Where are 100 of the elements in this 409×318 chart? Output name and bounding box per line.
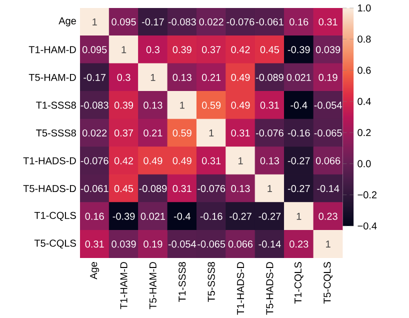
data-label: 0.31 bbox=[318, 18, 338, 26]
data-label: -0.076 bbox=[80, 157, 108, 164]
data-label: 0.19 bbox=[318, 74, 338, 81]
data-label: 0.021 bbox=[140, 212, 165, 220]
y-tick-label: T1-HADS-D bbox=[23, 157, 76, 164]
data-label: 0.21 bbox=[144, 129, 162, 136]
data-label: 0.23 bbox=[318, 212, 338, 220]
data-label: 0.095 bbox=[82, 46, 107, 54]
color-bar-label: 0.2 bbox=[358, 128, 371, 136]
data-label: -0.065 bbox=[198, 240, 226, 248]
x-tick-label: T1-CQLS bbox=[294, 262, 304, 304]
data-label: -0.27 bbox=[258, 212, 281, 220]
data-label: 0.31 bbox=[85, 240, 104, 248]
data-label: 0.31 bbox=[231, 129, 250, 136]
data-label: -0.4 bbox=[174, 212, 190, 220]
x-tick-label: T1-HADS-D bbox=[236, 262, 244, 315]
data-label: 0.3 bbox=[117, 74, 130, 81]
data-label: 0.37 bbox=[114, 129, 134, 136]
data-label: 0.59 bbox=[202, 102, 221, 109]
data-label: 0.066 bbox=[316, 157, 340, 164]
data-label: 0.3 bbox=[146, 46, 160, 54]
data-label: 1 bbox=[296, 212, 302, 220]
data-label: 0.45 bbox=[114, 184, 134, 192]
data-label: 0.022 bbox=[199, 18, 224, 26]
data-label: 0.23 bbox=[290, 240, 308, 248]
x-tick-label: T5-CQLS bbox=[324, 262, 333, 304]
data-label: 0.13 bbox=[144, 102, 162, 109]
data-label: 1 bbox=[92, 18, 97, 26]
data-label: -0.27 bbox=[230, 212, 252, 220]
data-label: 0.31 bbox=[202, 157, 221, 164]
data-label: 0.39 bbox=[114, 102, 134, 109]
data-label: 0.49 bbox=[144, 157, 162, 164]
data-label: 1 bbox=[326, 240, 330, 248]
color-bar-label: −0.2 bbox=[358, 191, 377, 198]
data-label: 0.13 bbox=[231, 184, 250, 192]
color-bar-label: 0.6 bbox=[358, 66, 371, 74]
data-label: -0.27 bbox=[288, 184, 310, 192]
data-label: -0.39 bbox=[288, 46, 310, 54]
data-label: 1 bbox=[122, 46, 126, 53]
data-label: -0.17 bbox=[142, 18, 164, 26]
data-label: 0.21 bbox=[202, 74, 221, 81]
data-label: 0.37 bbox=[202, 46, 221, 54]
data-label: 1 bbox=[238, 157, 243, 164]
y-tick-label: T1-HAM-D bbox=[28, 46, 76, 53]
data-label: -0.16 bbox=[200, 212, 222, 220]
data-label: 0.095 bbox=[112, 18, 136, 26]
data-label: -0.054 bbox=[314, 102, 342, 109]
data-label: -0.076 bbox=[198, 184, 226, 192]
x-tick-label: T5-SSS8 bbox=[208, 262, 215, 302]
data-label: -0.16 bbox=[288, 129, 310, 136]
data-label: -0.083 bbox=[80, 102, 108, 109]
x-tick-label: T1-SSS8 bbox=[178, 262, 186, 302]
data-label: -0.054 bbox=[168, 240, 196, 248]
data-label: 0.49 bbox=[172, 157, 192, 164]
data-label: -0.17 bbox=[84, 74, 106, 81]
data-label: -0.089 bbox=[256, 74, 284, 81]
data-label: 0.42 bbox=[114, 157, 134, 164]
color-bar-label: −0.4 bbox=[358, 222, 377, 230]
data-label: 0.39 bbox=[172, 46, 192, 54]
data-label: 0.45 bbox=[260, 46, 280, 54]
data-label: 0.31 bbox=[172, 184, 192, 192]
data-label: -0.076 bbox=[256, 129, 284, 136]
data-label: -0.27 bbox=[288, 157, 310, 164]
color-bar-label: 1.0 bbox=[358, 4, 371, 12]
color-bar-label: 0.0 bbox=[358, 160, 371, 168]
x-tick-label: T5-HAM-D bbox=[149, 262, 156, 310]
data-label: 1 bbox=[268, 184, 272, 192]
y-tick-label: T1-SSS8 bbox=[36, 102, 76, 109]
data-label: 1 bbox=[150, 74, 156, 81]
data-label: -0.39 bbox=[112, 212, 135, 220]
data-label: 0.31 bbox=[260, 102, 279, 109]
color-bar-label: 0.4 bbox=[358, 98, 371, 105]
x-tick-label: Age bbox=[90, 262, 100, 280]
data-label: 0.16 bbox=[290, 18, 308, 26]
data-label: 0.49 bbox=[231, 74, 250, 81]
data-label: 0.59 bbox=[172, 129, 192, 136]
data-label: 0.039 bbox=[112, 240, 136, 248]
color-bar-label: 0.8 bbox=[358, 35, 371, 43]
data-label: 0.13 bbox=[172, 74, 192, 81]
y-tick-label: T5-HADS-D bbox=[23, 184, 76, 192]
data-label: 0.022 bbox=[82, 129, 107, 136]
data-label: 0.42 bbox=[231, 46, 250, 54]
data-label: -0.061 bbox=[256, 18, 284, 26]
data-label: -0.083 bbox=[168, 18, 196, 26]
data-label: 1 bbox=[180, 102, 184, 109]
data-label: 0.13 bbox=[260, 157, 279, 164]
data-label: -0.14 bbox=[317, 184, 340, 192]
data-label: -0.14 bbox=[258, 240, 281, 248]
data-label: -0.076 bbox=[226, 18, 254, 26]
data-label: -0.4 bbox=[290, 102, 308, 109]
y-tick-label: Age bbox=[58, 17, 76, 26]
x-tick-label: T1-HAM-D bbox=[120, 262, 128, 310]
data-label: 0.066 bbox=[228, 240, 253, 248]
data-label: -0.065 bbox=[314, 129, 342, 136]
data-label: 0.039 bbox=[316, 46, 340, 54]
y-tick-label: T5-CQLS bbox=[34, 240, 76, 248]
data-label: 0.49 bbox=[231, 102, 250, 109]
y-tick-label: T5-HAM-D bbox=[28, 74, 76, 81]
data-label: 0.16 bbox=[85, 212, 104, 220]
data-label: 1 bbox=[209, 129, 214, 136]
